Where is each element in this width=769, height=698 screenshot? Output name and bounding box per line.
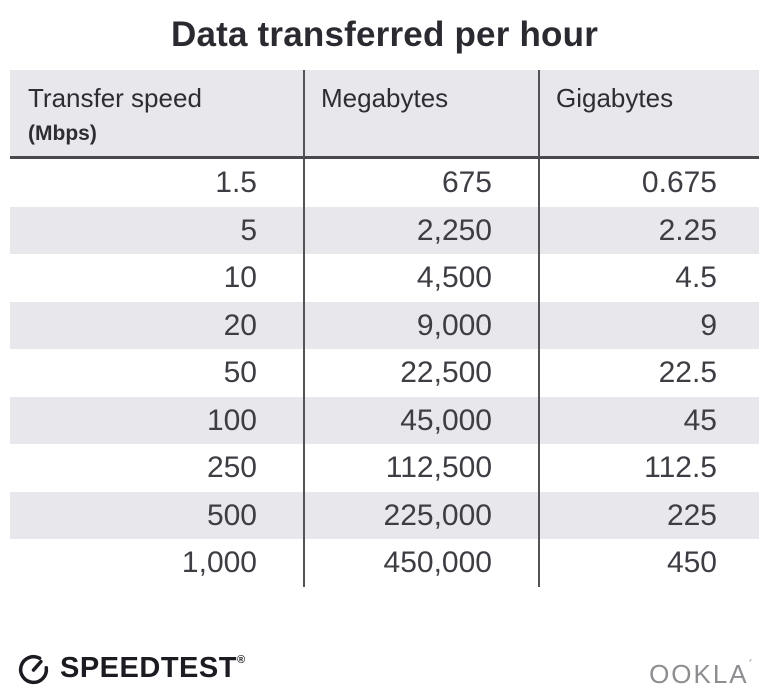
cell-megabytes: 9,000 <box>303 301 538 349</box>
ookla-logo: OOKLA´ <box>649 657 753 689</box>
cell-speed: 500 <box>10 491 303 539</box>
column-header-label: Gigabytes <box>556 83 674 113</box>
cell-gigabytes: 9 <box>538 301 759 349</box>
cell-speed: 10 <box>10 254 303 302</box>
cell-gigabytes: 450 <box>538 539 759 587</box>
registered-mark: ® <box>236 654 246 666</box>
cell-megabytes: 22,500 <box>303 349 538 397</box>
cell-speed: 50 <box>10 349 303 397</box>
cell-gigabytes: 112.5 <box>538 444 759 492</box>
column-header-label: Transfer speed <box>28 83 202 113</box>
cell-megabytes: 2,250 <box>303 206 538 254</box>
cell-speed: 20 <box>10 301 303 349</box>
cell-speed: 1.5 <box>10 159 303 207</box>
cell-speed: 5 <box>10 206 303 254</box>
cell-gigabytes: 2.25 <box>538 206 759 254</box>
cell-speed: 100 <box>10 396 303 444</box>
cell-gigabytes: 45 <box>538 396 759 444</box>
cell-megabytes: 45,000 <box>303 396 538 444</box>
column-header-gigabytes: Gigabytes <box>538 70 759 159</box>
speedtest-logo: SPEEDTEST® <box>16 651 246 686</box>
cell-megabytes: 4,500 <box>303 254 538 302</box>
column-header-sublabel: (Mbps) <box>28 122 97 145</box>
column-header-transfer-speed: Transfer speed (Mbps) <box>10 70 303 159</box>
cell-megabytes: 112,500 <box>303 444 538 492</box>
cell-speed: 250 <box>10 444 303 492</box>
speedtest-gauge-icon <box>16 651 51 686</box>
cell-megabytes: 450,000 <box>303 539 538 587</box>
column-header-megabytes: Megabytes <box>303 70 538 159</box>
speedtest-wordmark: SPEEDTEST® <box>60 652 246 684</box>
page-title: Data transferred per hour <box>170 15 599 54</box>
data-table: Transfer speed (Mbps) Megabytes Gigabyte… <box>10 70 759 587</box>
cell-gigabytes: 0.675 <box>538 159 759 207</box>
ookla-trademark: ´ <box>748 657 753 672</box>
cell-gigabytes: 225 <box>538 491 759 539</box>
cell-gigabytes: 22.5 <box>538 349 759 397</box>
column-header-label: Megabytes <box>321 83 449 113</box>
cell-speed: 1,000 <box>10 539 303 587</box>
cell-gigabytes: 4.5 <box>538 254 759 302</box>
cell-megabytes: 675 <box>303 159 538 207</box>
cell-megabytes: 225,000 <box>303 491 538 539</box>
